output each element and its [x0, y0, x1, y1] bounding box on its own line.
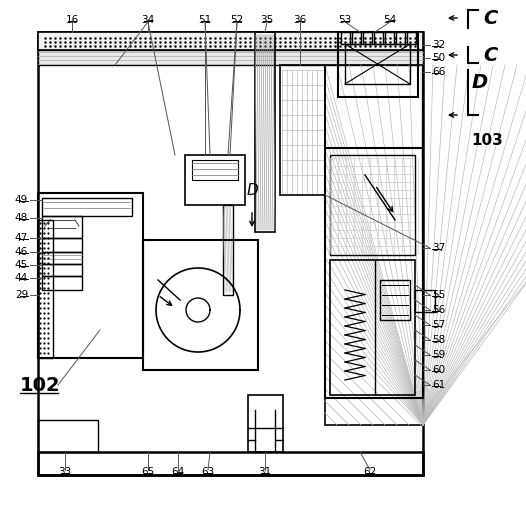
Bar [185, 155, 245, 205]
Text: 64: 64 [171, 467, 185, 477]
Bar [248, 395, 283, 452]
Text: 59: 59 [432, 350, 445, 360]
Bar [396, 32, 405, 44]
Text: D: D [247, 182, 259, 197]
Bar [380, 280, 410, 320]
Text: 54: 54 [383, 15, 397, 25]
Text: C: C [483, 9, 497, 28]
Bar [42, 264, 82, 276]
Text: 36: 36 [294, 15, 307, 25]
Bar [385, 32, 394, 44]
Text: 33: 33 [58, 467, 72, 477]
Text: 57: 57 [432, 320, 445, 330]
Text: 46: 46 [15, 247, 28, 257]
Text: 44: 44 [15, 273, 28, 283]
Text: 31: 31 [258, 467, 271, 477]
Bar [325, 65, 423, 425]
Text: 29: 29 [15, 290, 28, 300]
Text: 56: 56 [432, 305, 445, 315]
Text: 65: 65 [141, 467, 155, 477]
Bar [42, 216, 82, 238]
Bar [42, 252, 82, 264]
Text: 63: 63 [201, 467, 215, 477]
Bar [38, 452, 423, 475]
Text: 50: 50 [432, 53, 445, 63]
Bar [407, 32, 416, 44]
Text: 52: 52 [230, 15, 244, 25]
Bar [325, 148, 423, 398]
Text: 49: 49 [15, 195, 28, 205]
Bar [363, 32, 372, 44]
Text: 55: 55 [432, 290, 445, 300]
Bar [352, 32, 361, 44]
Text: 62: 62 [363, 467, 377, 477]
Text: 66: 66 [432, 67, 445, 77]
Bar [143, 240, 258, 370]
Text: 51: 51 [198, 15, 211, 25]
Text: 37: 37 [432, 243, 445, 253]
Bar [325, 65, 423, 425]
Bar [330, 155, 415, 255]
Bar [42, 238, 82, 252]
Text: 61: 61 [432, 380, 445, 390]
Bar [345, 44, 410, 84]
Bar [280, 65, 325, 195]
Text: 58: 58 [432, 335, 445, 345]
Bar [338, 32, 418, 97]
Text: 102: 102 [20, 376, 60, 394]
Text: 103: 103 [471, 132, 503, 148]
Bar [38, 50, 423, 65]
Text: 53: 53 [338, 15, 351, 25]
Text: 16: 16 [65, 15, 78, 25]
Bar [255, 32, 275, 232]
Bar [38, 32, 423, 50]
Bar [38, 32, 423, 475]
Text: D: D [472, 73, 488, 91]
Bar [42, 276, 82, 290]
Text: 60: 60 [432, 365, 445, 375]
Bar [415, 290, 435, 312]
Text: 32: 32 [432, 40, 445, 50]
Bar [374, 32, 383, 44]
Text: 45: 45 [15, 260, 28, 270]
Text: 47: 47 [15, 233, 28, 243]
Bar [223, 205, 233, 295]
Bar [330, 260, 415, 395]
Text: 34: 34 [141, 15, 155, 25]
Text: 35: 35 [260, 15, 274, 25]
Bar [38, 420, 98, 452]
Bar [38, 193, 143, 358]
Bar [341, 32, 350, 44]
Bar [42, 198, 132, 216]
Text: 48: 48 [15, 213, 28, 223]
Bar [38, 220, 53, 358]
Bar [192, 160, 238, 180]
Text: C: C [483, 45, 497, 64]
